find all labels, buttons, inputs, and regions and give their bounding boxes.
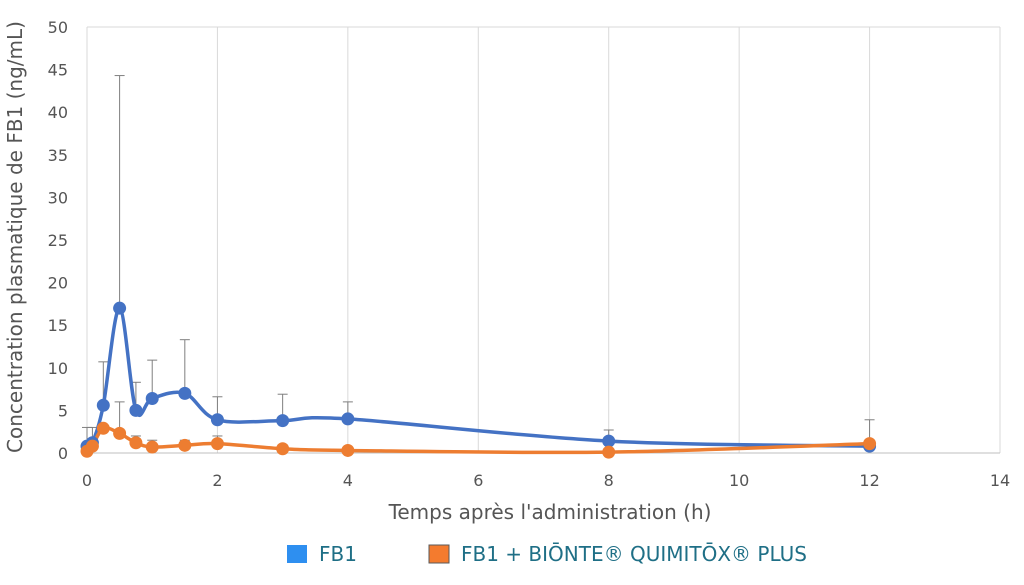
data-point-series-1 xyxy=(602,445,616,459)
y-tick-label: 25 xyxy=(48,231,68,250)
series-line-0 xyxy=(86,306,870,449)
y-axis-title: Concentration plasmatique de FB1 (ng/mL) xyxy=(3,21,27,453)
y-tick-label: 45 xyxy=(48,61,68,80)
data-point-series-1 xyxy=(113,426,127,440)
x-tick-label: 6 xyxy=(473,471,483,490)
data-point-series-1 xyxy=(863,437,877,451)
legend-label-fb1-quimitox: FB1 + BIŌNTE® QUIMITŌX® PLUS xyxy=(461,542,807,566)
legend-swatch-fb1-quimitox xyxy=(428,544,450,564)
x-tick-label: 0 xyxy=(82,471,92,490)
y-tick-label: 20 xyxy=(48,274,68,293)
y-tick-label: 10 xyxy=(48,359,68,378)
data-point-series-1 xyxy=(129,436,143,450)
y-tick-label: 35 xyxy=(48,146,68,165)
data-point-series-0 xyxy=(145,391,159,405)
data-point-series-0 xyxy=(113,301,127,315)
data-point-series-0 xyxy=(178,386,192,400)
y-tick-label: 40 xyxy=(48,103,68,122)
legend-label-fb1: FB1 xyxy=(319,542,357,566)
y-tick-label: 0 xyxy=(58,444,68,463)
data-point-series-1 xyxy=(145,440,159,454)
data-point-series-1 xyxy=(178,438,192,452)
y-tick-label: 5 xyxy=(58,401,68,420)
data-point-series-1 xyxy=(276,442,290,456)
legend: FB1 FB1 + BIŌNTE® QUIMITŌX® PLUS xyxy=(287,542,807,566)
data-point-series-1 xyxy=(96,421,110,435)
y-tick-label: 30 xyxy=(48,188,68,207)
data-point-series-0 xyxy=(276,414,290,428)
data-point-series-0 xyxy=(210,413,224,427)
x-tick-label: 14 xyxy=(990,471,1010,490)
y-axis-ticks: 0 5 10 15 20 25 30 35 40 45 50 xyxy=(48,18,68,463)
data-point-series-0 xyxy=(602,434,616,448)
x-axis-title: Temps après l'administration (h) xyxy=(388,500,712,524)
data-point-series-1 xyxy=(210,437,224,451)
legend-swatch-fb1 xyxy=(287,545,307,563)
data-point-series-0 xyxy=(96,398,110,412)
data-point-series-1 xyxy=(341,443,355,457)
y-tick-label: 50 xyxy=(48,18,68,37)
y-tick-label: 15 xyxy=(48,316,68,335)
data-point-series-0 xyxy=(129,403,143,417)
data-point-series-0 xyxy=(341,412,355,426)
x-tick-label: 12 xyxy=(859,471,879,490)
x-tick-label: 4 xyxy=(343,471,353,490)
data-point-series-1 xyxy=(85,439,99,453)
data-points xyxy=(80,301,877,459)
gridlines xyxy=(86,26,1001,454)
x-tick-label: 2 xyxy=(212,471,222,490)
x-tick-label: 8 xyxy=(604,471,614,490)
x-axis-ticks: 0 2 4 6 8 10 12 14 xyxy=(82,471,1010,490)
x-tick-label: 10 xyxy=(729,471,749,490)
